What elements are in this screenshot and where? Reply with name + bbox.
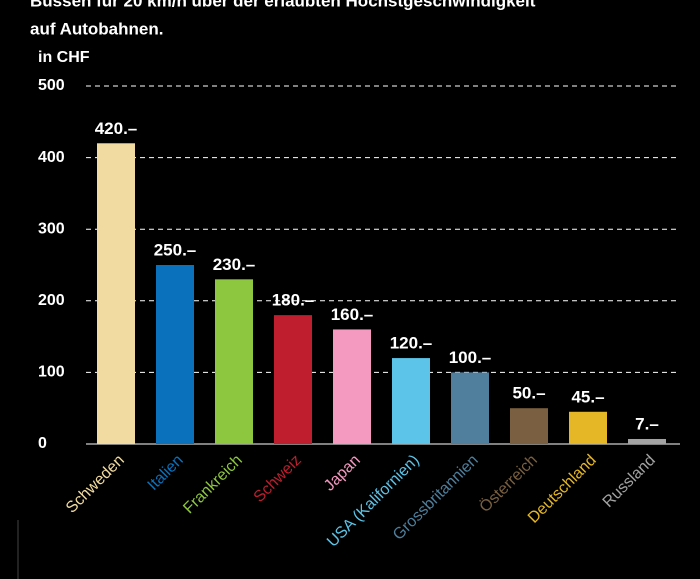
value-label: 180.–	[272, 291, 315, 310]
y-tick-label: 100	[38, 364, 65, 381]
bar	[97, 143, 135, 444]
y-tick-label: 400	[38, 149, 65, 166]
value-label: 50.–	[512, 384, 545, 403]
chart-title: Bussen für 20 km/h über der erlaubten Hö…	[30, 0, 536, 10]
bar	[333, 329, 371, 444]
chart-title: auf Autobahnen.	[30, 19, 163, 38]
bar	[156, 265, 194, 444]
value-label: 250.–	[154, 240, 197, 259]
bar	[274, 315, 312, 444]
value-label: 7.–	[635, 414, 659, 433]
value-label: 420.–	[95, 119, 138, 138]
bar	[569, 411, 607, 444]
y-tick-label: 200	[38, 292, 65, 309]
bar	[451, 372, 489, 444]
y-tick-label: 500	[38, 77, 65, 94]
bar	[215, 279, 253, 444]
value-label: 120.–	[390, 334, 433, 353]
value-label: 160.–	[331, 305, 374, 324]
y-tick-label: 300	[38, 220, 65, 237]
value-label: 100.–	[449, 348, 492, 367]
value-label: 45.–	[571, 387, 604, 406]
bar	[392, 358, 430, 444]
bar	[628, 438, 666, 444]
y-tick-label: 0	[38, 435, 47, 452]
bar	[510, 408, 548, 444]
value-label: 230.–	[213, 255, 256, 274]
y-axis-label: in CHF	[38, 49, 90, 66]
